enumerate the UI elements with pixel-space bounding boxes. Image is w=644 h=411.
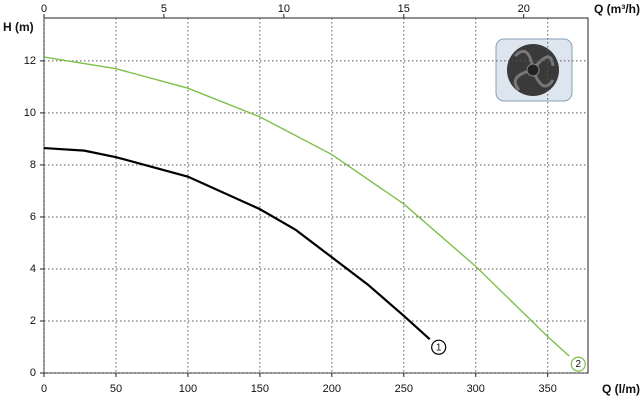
x-tick-label: 300 — [467, 383, 485, 395]
x-tick-label: 100 — [179, 383, 197, 395]
y-tick-label: 12 — [24, 55, 36, 67]
curve-label-circle — [431, 339, 447, 355]
x2-tick-label: 10 — [278, 3, 290, 15]
x2-tick-label: 15 — [398, 3, 410, 15]
y-tick-label: 6 — [30, 211, 36, 223]
curve — [43, 56, 570, 357]
curve-label: 1 — [436, 342, 442, 353]
x-tick-label: 150 — [251, 383, 269, 395]
y-tick-label: 2 — [30, 315, 36, 327]
x-axis-label: Q (l/m) — [602, 382, 640, 396]
x2-axis-label: Q (m³/h) — [594, 2, 640, 16]
curve-label-circle — [570, 356, 586, 372]
x2-tick-label: 20 — [518, 3, 530, 15]
y-tick-label: 10 — [24, 107, 36, 119]
x-tick-label: 200 — [323, 383, 341, 395]
x-tick-label: 0 — [41, 383, 47, 395]
y-tick-label: 4 — [30, 263, 36, 275]
y-axis-label: H (m) — [3, 20, 34, 34]
curve — [43, 146, 431, 341]
x-tick-label: 350 — [539, 383, 557, 395]
curve-label: 2 — [576, 359, 582, 370]
x2-tick-label: 0 — [41, 3, 47, 15]
x2-tick-label: 5 — [161, 3, 167, 15]
impeller-image — [495, 38, 573, 102]
y-tick-label: 0 — [30, 367, 36, 379]
y-tick-label: 8 — [30, 159, 36, 171]
x-tick-label: 250 — [395, 383, 413, 395]
x-tick-label: 50 — [110, 383, 122, 395]
